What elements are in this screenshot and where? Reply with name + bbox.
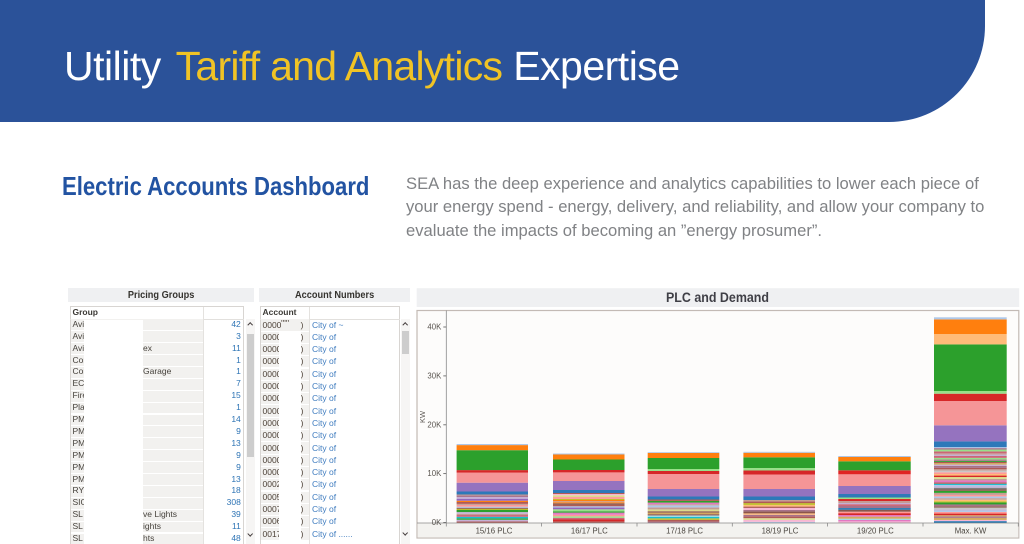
svg-text:16/17 PLC: 16/17 PLC [571, 527, 608, 536]
svg-text:PLC and Demand: PLC and Demand [666, 290, 769, 305]
svg-text:Max. KW: Max. KW [955, 527, 987, 536]
svg-text:18/19 PLC: 18/19 PLC [762, 527, 799, 536]
svg-text:20K: 20K [427, 420, 442, 429]
svg-text:0K: 0K [432, 518, 442, 527]
svg-text:10K: 10K [427, 469, 442, 478]
svg-text:KW: KW [418, 410, 427, 423]
svg-text:30K: 30K [427, 372, 442, 381]
svg-text:40K: 40K [427, 323, 442, 332]
svg-text:17/18 PLC: 17/18 PLC [666, 527, 703, 536]
svg-text:15/16 PLC: 15/16 PLC [476, 527, 513, 536]
svg-text:19/20 PLC: 19/20 PLC [857, 527, 894, 536]
